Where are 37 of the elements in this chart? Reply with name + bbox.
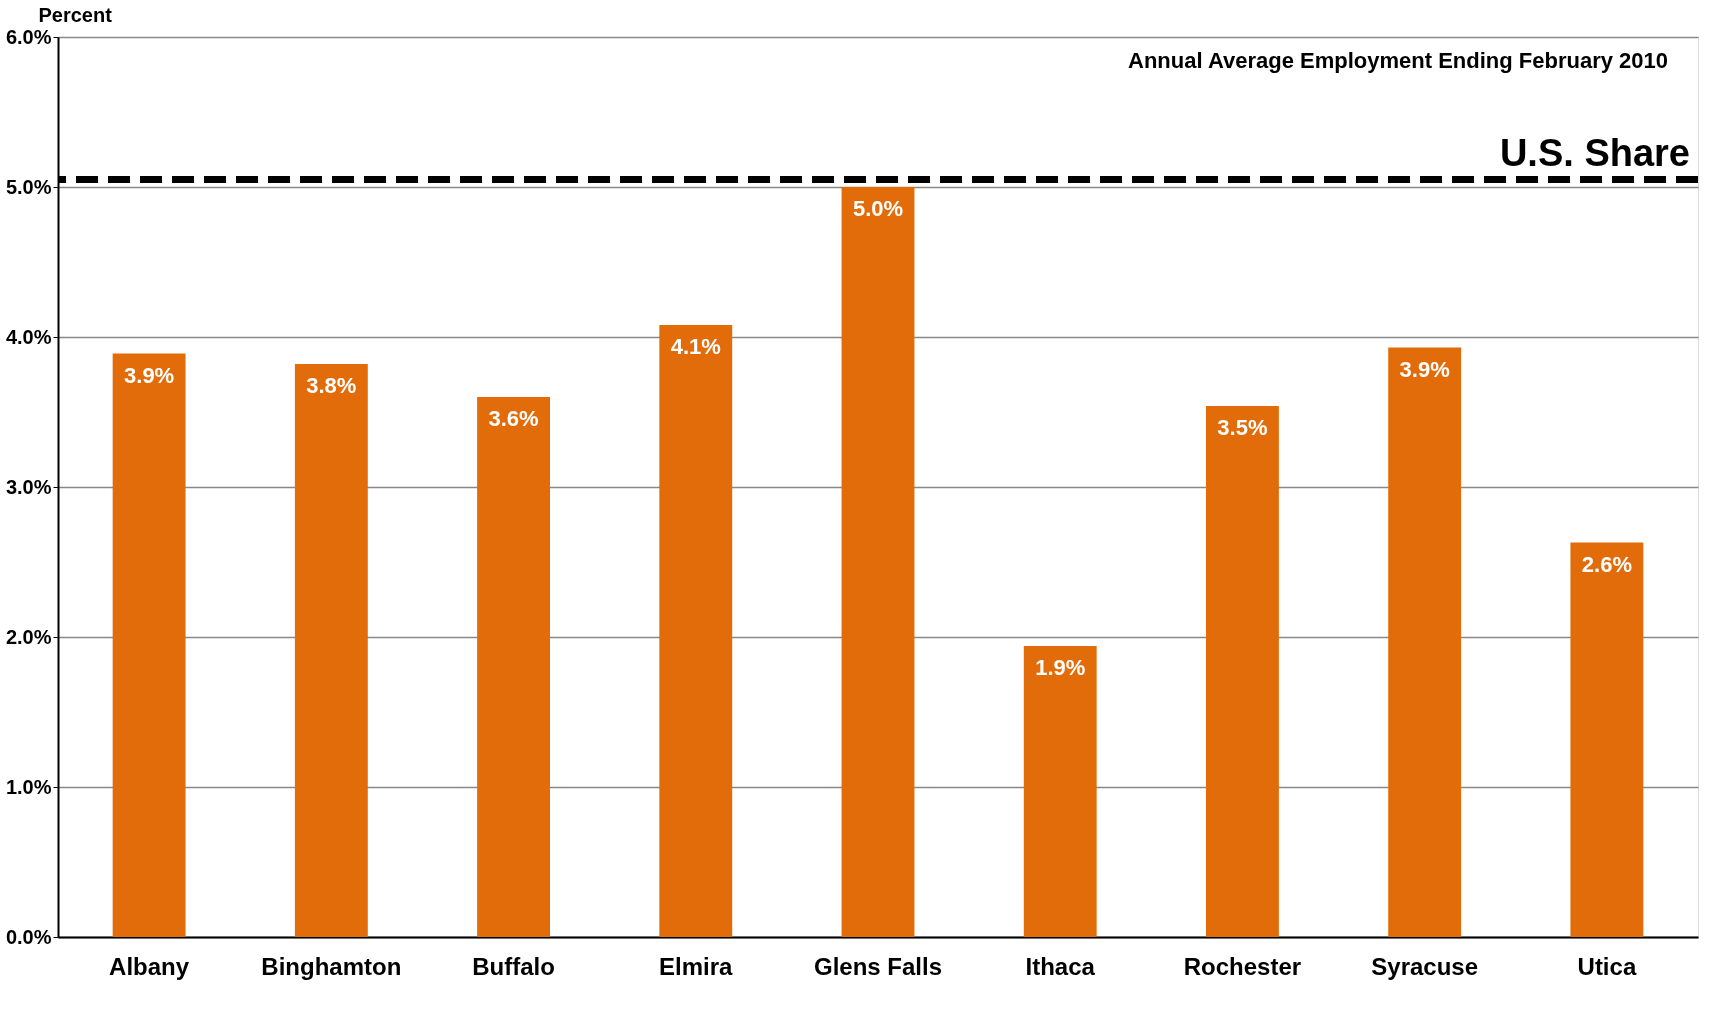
- bar: [1023, 646, 1097, 937]
- y-tick-label: 4.0%: [5, 325, 52, 348]
- y-tick-label: 2.0%: [5, 625, 52, 648]
- bar: [477, 397, 550, 937]
- y-tick-label: 3.0%: [5, 475, 52, 498]
- annotation: Annual Average Employment Ending February 2010: [1128, 48, 1668, 73]
- data-label: 3.9%: [1399, 356, 1450, 382]
- bar: [1570, 542, 1644, 937]
- x-tick-label: Ithaca: [1025, 952, 1096, 980]
- x-tick-label: Utica: [1577, 952, 1637, 980]
- y-axis-title: Percent: [38, 3, 113, 26]
- x-tick-label: Syracuse: [1371, 952, 1479, 980]
- bar: [1388, 347, 1462, 937]
- y-tick-label: 6.0%: [5, 25, 52, 48]
- bar: [112, 353, 186, 937]
- x-tick-label: Elmira: [659, 952, 734, 980]
- x-tick-label: Buffalo: [472, 952, 555, 980]
- ref-line-label: U.S. Share: [1499, 131, 1690, 174]
- data-label: 4.1%: [670, 334, 721, 359]
- x-tick-label: Glens Falls: [813, 952, 943, 980]
- x-tick-label: Binghamton: [261, 952, 402, 980]
- x-tick-label: Albany: [109, 952, 190, 980]
- data-label: 5.0%: [852, 196, 904, 221]
- data-label: 3.5%: [1217, 415, 1268, 440]
- x-tick-label: Rochester: [1183, 952, 1302, 980]
- data-label: 3.6%: [488, 406, 539, 431]
- data-label: 3.8%: [306, 373, 357, 398]
- bar: [841, 187, 915, 937]
- bar: [294, 364, 368, 937]
- data-label: 1.9%: [1035, 655, 1086, 680]
- data-label: 2.6%: [1581, 551, 1632, 577]
- y-tick-label: 5.0%: [5, 175, 52, 198]
- y-tick-label: 1.0%: [5, 775, 52, 798]
- bar: [659, 325, 733, 937]
- bar: [1206, 406, 1279, 937]
- y-tick-label: 0.0%: [5, 925, 52, 948]
- data-label: 3.9%: [124, 362, 175, 388]
